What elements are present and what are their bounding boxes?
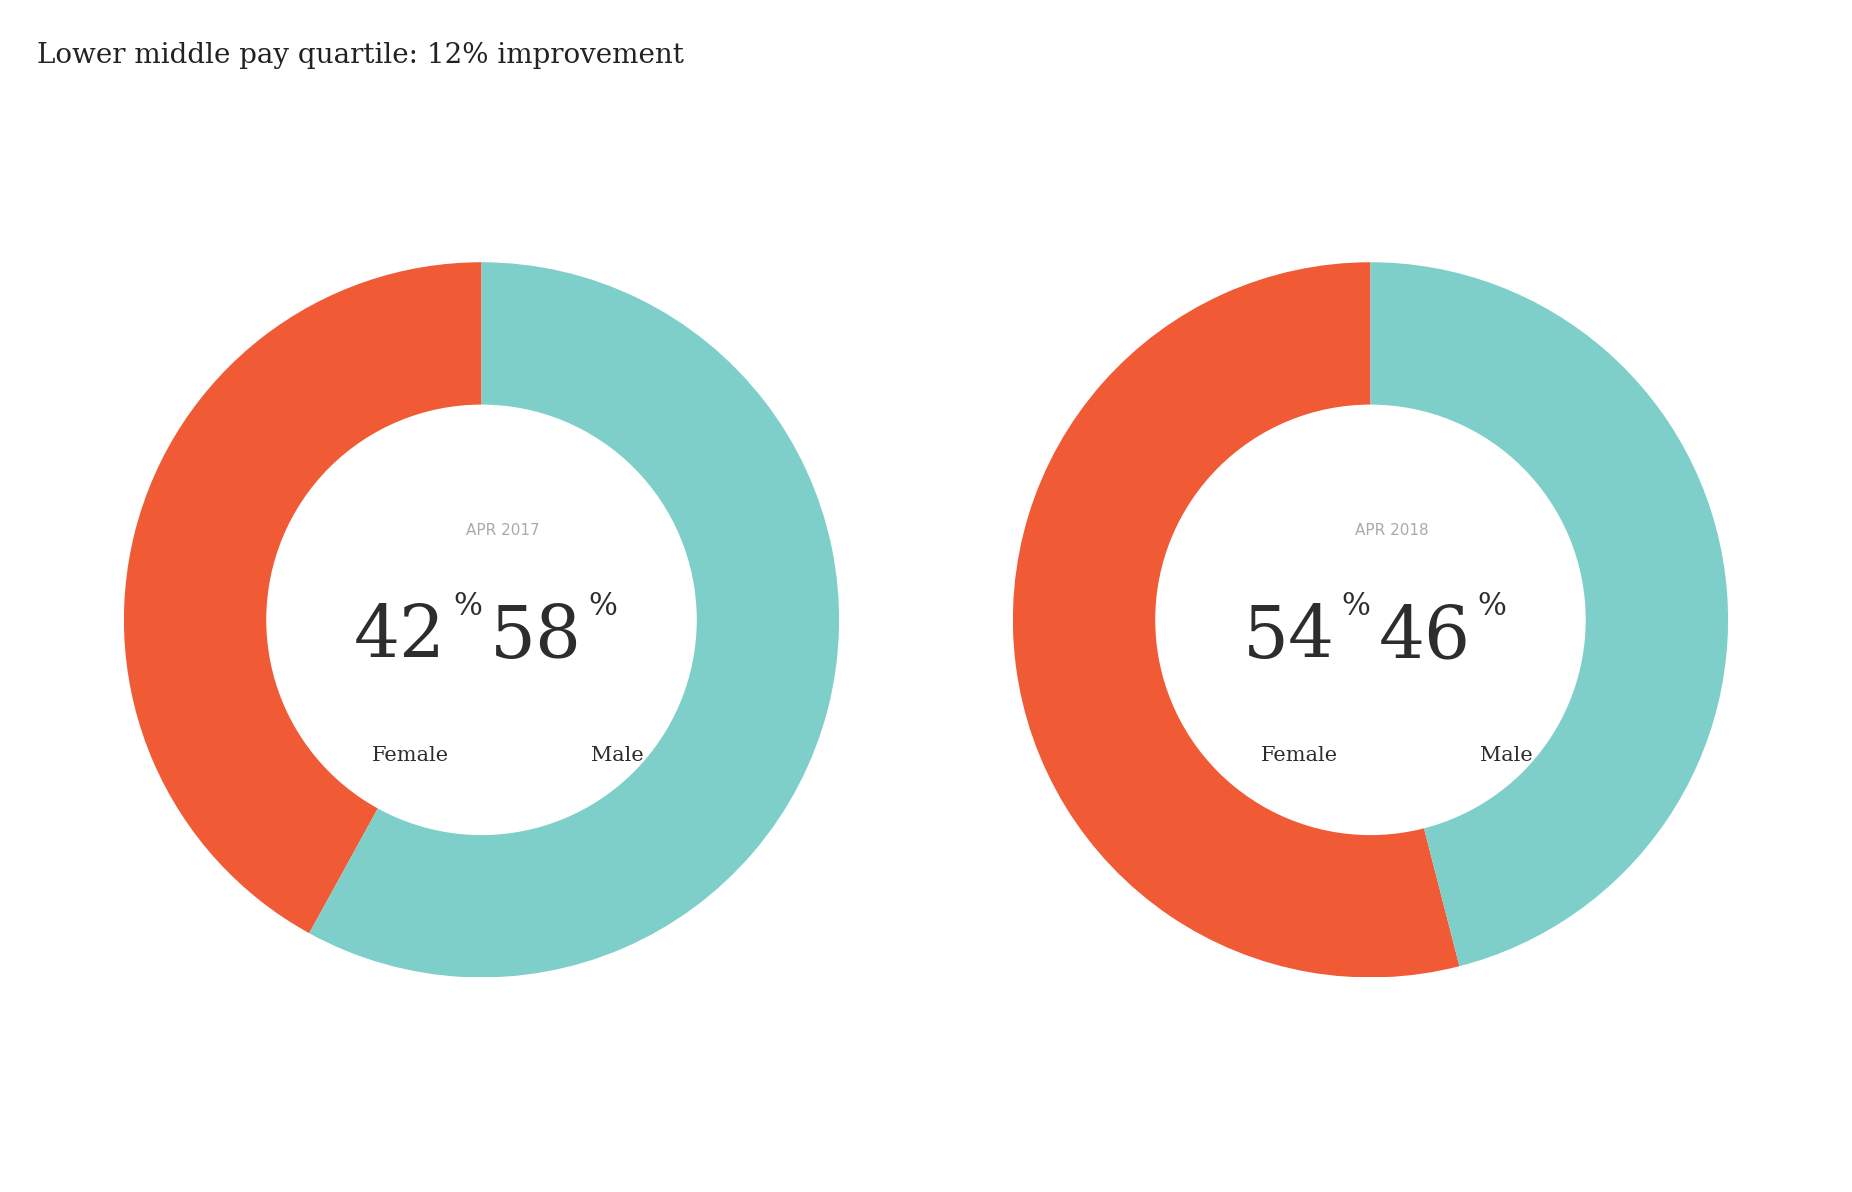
- Text: %: %: [454, 591, 482, 622]
- Wedge shape: [1013, 262, 1459, 977]
- Wedge shape: [124, 262, 482, 933]
- Text: Male: Male: [1480, 746, 1533, 765]
- Text: %: %: [589, 591, 619, 622]
- Wedge shape: [1370, 262, 1728, 967]
- Text: Female: Female: [372, 746, 448, 765]
- Circle shape: [1156, 405, 1585, 834]
- Text: 54: 54: [1243, 602, 1335, 673]
- Text: 42: 42: [354, 602, 446, 673]
- Text: APR 2018: APR 2018: [1356, 523, 1428, 538]
- Text: Lower middle pay quartile: 12% improvement: Lower middle pay quartile: 12% improveme…: [37, 42, 683, 69]
- Text: Female: Female: [1261, 746, 1337, 765]
- Wedge shape: [309, 262, 839, 977]
- Text: Male: Male: [591, 746, 644, 765]
- Text: %: %: [1478, 591, 1508, 622]
- Text: 46: 46: [1378, 602, 1470, 673]
- Text: APR 2017: APR 2017: [467, 523, 539, 538]
- Text: 58: 58: [489, 602, 582, 673]
- Circle shape: [267, 405, 696, 834]
- Text: %: %: [1343, 591, 1370, 622]
